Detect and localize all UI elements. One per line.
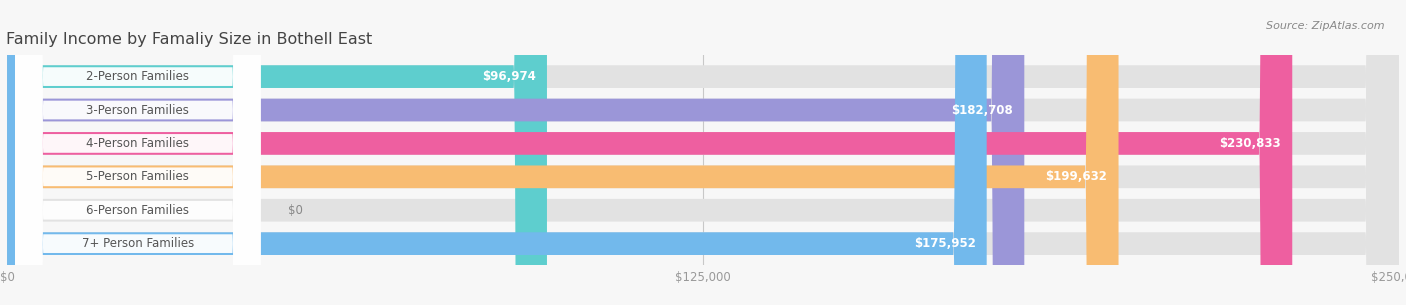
FancyBboxPatch shape [15,0,260,305]
Text: 6-Person Families: 6-Person Families [86,204,190,217]
Text: 3-Person Families: 3-Person Families [86,103,190,117]
FancyBboxPatch shape [7,0,1399,305]
FancyBboxPatch shape [7,0,987,305]
FancyBboxPatch shape [7,0,1399,305]
Text: 5-Person Families: 5-Person Families [86,170,190,183]
Text: $199,632: $199,632 [1046,170,1108,183]
FancyBboxPatch shape [7,0,1399,305]
Text: 4-Person Families: 4-Person Families [86,137,190,150]
Text: $230,833: $230,833 [1219,137,1281,150]
FancyBboxPatch shape [15,0,260,305]
Text: Source: ZipAtlas.com: Source: ZipAtlas.com [1267,21,1385,31]
Text: $182,708: $182,708 [952,103,1014,117]
Text: Family Income by Famaliy Size in Bothell East: Family Income by Famaliy Size in Bothell… [6,32,373,47]
FancyBboxPatch shape [7,0,1119,305]
FancyBboxPatch shape [7,0,1399,305]
Text: 2-Person Families: 2-Person Families [86,70,190,83]
FancyBboxPatch shape [7,0,1399,305]
Text: $96,974: $96,974 [482,70,536,83]
FancyBboxPatch shape [7,0,547,305]
Text: $175,952: $175,952 [914,237,976,250]
Text: 7+ Person Families: 7+ Person Families [82,237,194,250]
Text: $0: $0 [288,204,304,217]
FancyBboxPatch shape [7,0,1292,305]
FancyBboxPatch shape [7,0,1025,305]
FancyBboxPatch shape [15,0,260,305]
FancyBboxPatch shape [15,0,260,305]
FancyBboxPatch shape [15,0,260,305]
FancyBboxPatch shape [7,0,1399,305]
FancyBboxPatch shape [15,0,260,305]
